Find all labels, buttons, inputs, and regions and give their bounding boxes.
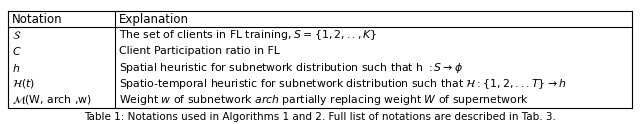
- Text: The set of clients in FL training, $S = \{1, 2,.., K\}$: The set of clients in FL training, $S = …: [119, 28, 378, 42]
- Text: Spatial heuristic for subnetwork distribution such that h $: S \rightarrow \phi$: Spatial heuristic for subnetwork distrib…: [119, 61, 463, 75]
- Text: $h$: $h$: [12, 62, 20, 74]
- Text: $\mathcal{H}(t)$: $\mathcal{H}(t)$: [12, 77, 35, 90]
- Text: Explanation: Explanation: [119, 13, 189, 26]
- Text: Client Participation ratio in FL: Client Participation ratio in FL: [119, 46, 280, 56]
- Text: $\mathcal{S}$: $\mathcal{S}$: [12, 29, 21, 41]
- Text: $\mathcal{M}$(W, arch ,w): $\mathcal{M}$(W, arch ,w): [12, 93, 92, 106]
- Text: Notation: Notation: [12, 13, 62, 26]
- Text: Spatio-temporal heuristic for subnetwork distribution such that $\mathcal{H} : \: Spatio-temporal heuristic for subnetwork…: [119, 77, 566, 91]
- Text: $C$: $C$: [12, 46, 21, 57]
- Text: Weight $w$ of subnetwork $\mathit{arch}$ partially replacing weight $W$ of super: Weight $w$ of subnetwork $\mathit{arch}$…: [119, 93, 529, 107]
- Text: Table 1: Notations used in Algorithms 1 and 2. Full list of notations are descri: Table 1: Notations used in Algorithms 1 …: [84, 111, 556, 122]
